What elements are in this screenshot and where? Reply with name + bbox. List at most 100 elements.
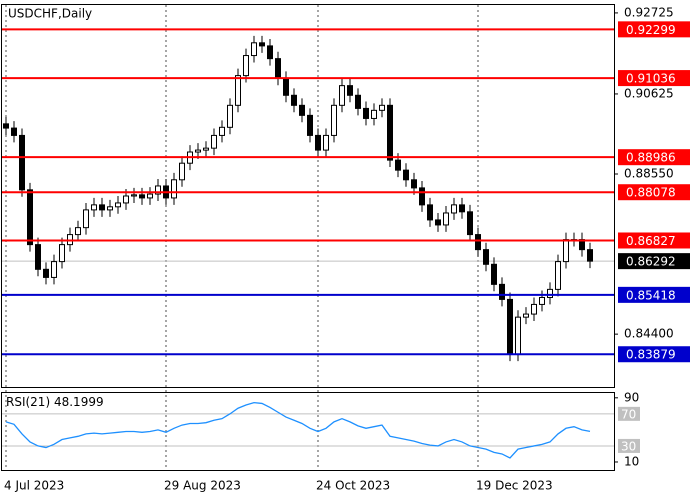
candle-body [419, 187, 425, 206]
rsi-level-box [618, 438, 640, 453]
level-label-box [618, 21, 690, 38]
candle-body [99, 204, 105, 211]
rsi-tick-label: 10 [624, 454, 639, 468]
candle-body [507, 298, 513, 355]
candle-body [531, 303, 537, 315]
candle-body [283, 77, 289, 96]
candle-body [3, 123, 9, 129]
candle-body [275, 58, 281, 79]
rsi-title: RSI(21) 48.1999 [6, 395, 104, 409]
x-tick-label: 29 Aug 2023 [164, 479, 241, 493]
last-price-label: 0.86292 [626, 255, 676, 269]
candle-body [43, 268, 49, 278]
candle-body [91, 204, 97, 211]
candle-body [203, 147, 209, 151]
candle-body [515, 316, 521, 355]
candle-body [291, 94, 297, 106]
rsi-level-label: 70 [621, 407, 636, 421]
candle-body [211, 134, 217, 149]
candle-body [115, 202, 121, 208]
level-label: 0.83879 [626, 348, 676, 362]
rsi-value: 48.1999 [54, 395, 104, 409]
rsi-tick-label: 90 [624, 390, 639, 404]
candle-body [411, 179, 417, 189]
candle-body [155, 185, 161, 195]
candle-body [251, 42, 257, 57]
level-label-box [618, 149, 690, 166]
candle-body [131, 194, 137, 197]
candle-body [347, 85, 353, 96]
candle-body [27, 189, 33, 246]
candle-body [75, 227, 81, 236]
rsi-level-label: 30 [621, 439, 636, 453]
candle-body [83, 209, 89, 229]
candle-body [379, 104, 385, 111]
candle-body [179, 162, 185, 181]
candle-body [371, 109, 377, 119]
level-label-box [618, 232, 690, 249]
candle-body [147, 193, 153, 199]
rsi-level-box [618, 406, 640, 421]
candle-body [107, 206, 113, 211]
candle-body [491, 263, 497, 285]
candle-body [435, 219, 441, 226]
candle-body [267, 45, 273, 60]
candle-body [339, 85, 345, 106]
candle-body [539, 296, 545, 305]
candle-body [483, 249, 489, 265]
candle-body [19, 134, 25, 191]
level-label: 0.92299 [626, 23, 676, 37]
candle-body [475, 234, 481, 251]
rsi-line [5, 401, 591, 459]
candle-body [443, 212, 449, 226]
candle-body [467, 211, 473, 236]
candle-body [139, 194, 145, 199]
rsi-name: RSI(21) [6, 395, 50, 409]
candle-body [403, 169, 409, 181]
candle-body [307, 114, 313, 136]
last-price-box [618, 253, 690, 270]
candle-body [451, 204, 457, 214]
level-label: 0.85418 [626, 288, 676, 302]
y-tick-label: 0.92725 [624, 5, 674, 19]
y-tick-label: 0.84400 [624, 327, 674, 341]
candle-body [235, 75, 241, 106]
candle-body [587, 249, 593, 262]
candle-body [363, 107, 369, 119]
candle-body [259, 42, 265, 47]
x-tick-label: 19 Dec 2023 [476, 479, 553, 493]
candle-body [11, 127, 17, 136]
level-label: 0.88078 [626, 186, 676, 200]
rsi-frame [1, 392, 615, 471]
level-label: 0.91036 [626, 72, 676, 86]
candle-body [395, 159, 401, 171]
candle-body [331, 104, 337, 136]
candle-body [227, 104, 233, 128]
level-label: 0.86827 [626, 234, 676, 248]
candle-body [243, 55, 249, 77]
candle-body [427, 204, 433, 221]
candle-body [387, 104, 393, 161]
candle-body [123, 195, 129, 204]
level-label-box [618, 70, 690, 87]
level-label: 0.88986 [626, 151, 676, 165]
main-frame [1, 4, 615, 388]
candle-body [195, 149, 201, 153]
x-tick-label: 4 Jul 2023 [4, 479, 64, 493]
level-label-box [618, 184, 690, 201]
candle-body [499, 283, 505, 300]
y-tick-label: 0.90625 [624, 86, 674, 100]
candle-body [555, 261, 561, 290]
level-label-box [618, 346, 690, 363]
level-label-box [618, 286, 690, 303]
candle-body [323, 134, 329, 151]
candle-body [523, 313, 529, 318]
candle-body [547, 288, 553, 298]
candle-body [171, 179, 177, 199]
candle-body [299, 104, 305, 116]
candle-body [59, 244, 65, 263]
y-tick-label: 0.88550 [624, 167, 674, 181]
